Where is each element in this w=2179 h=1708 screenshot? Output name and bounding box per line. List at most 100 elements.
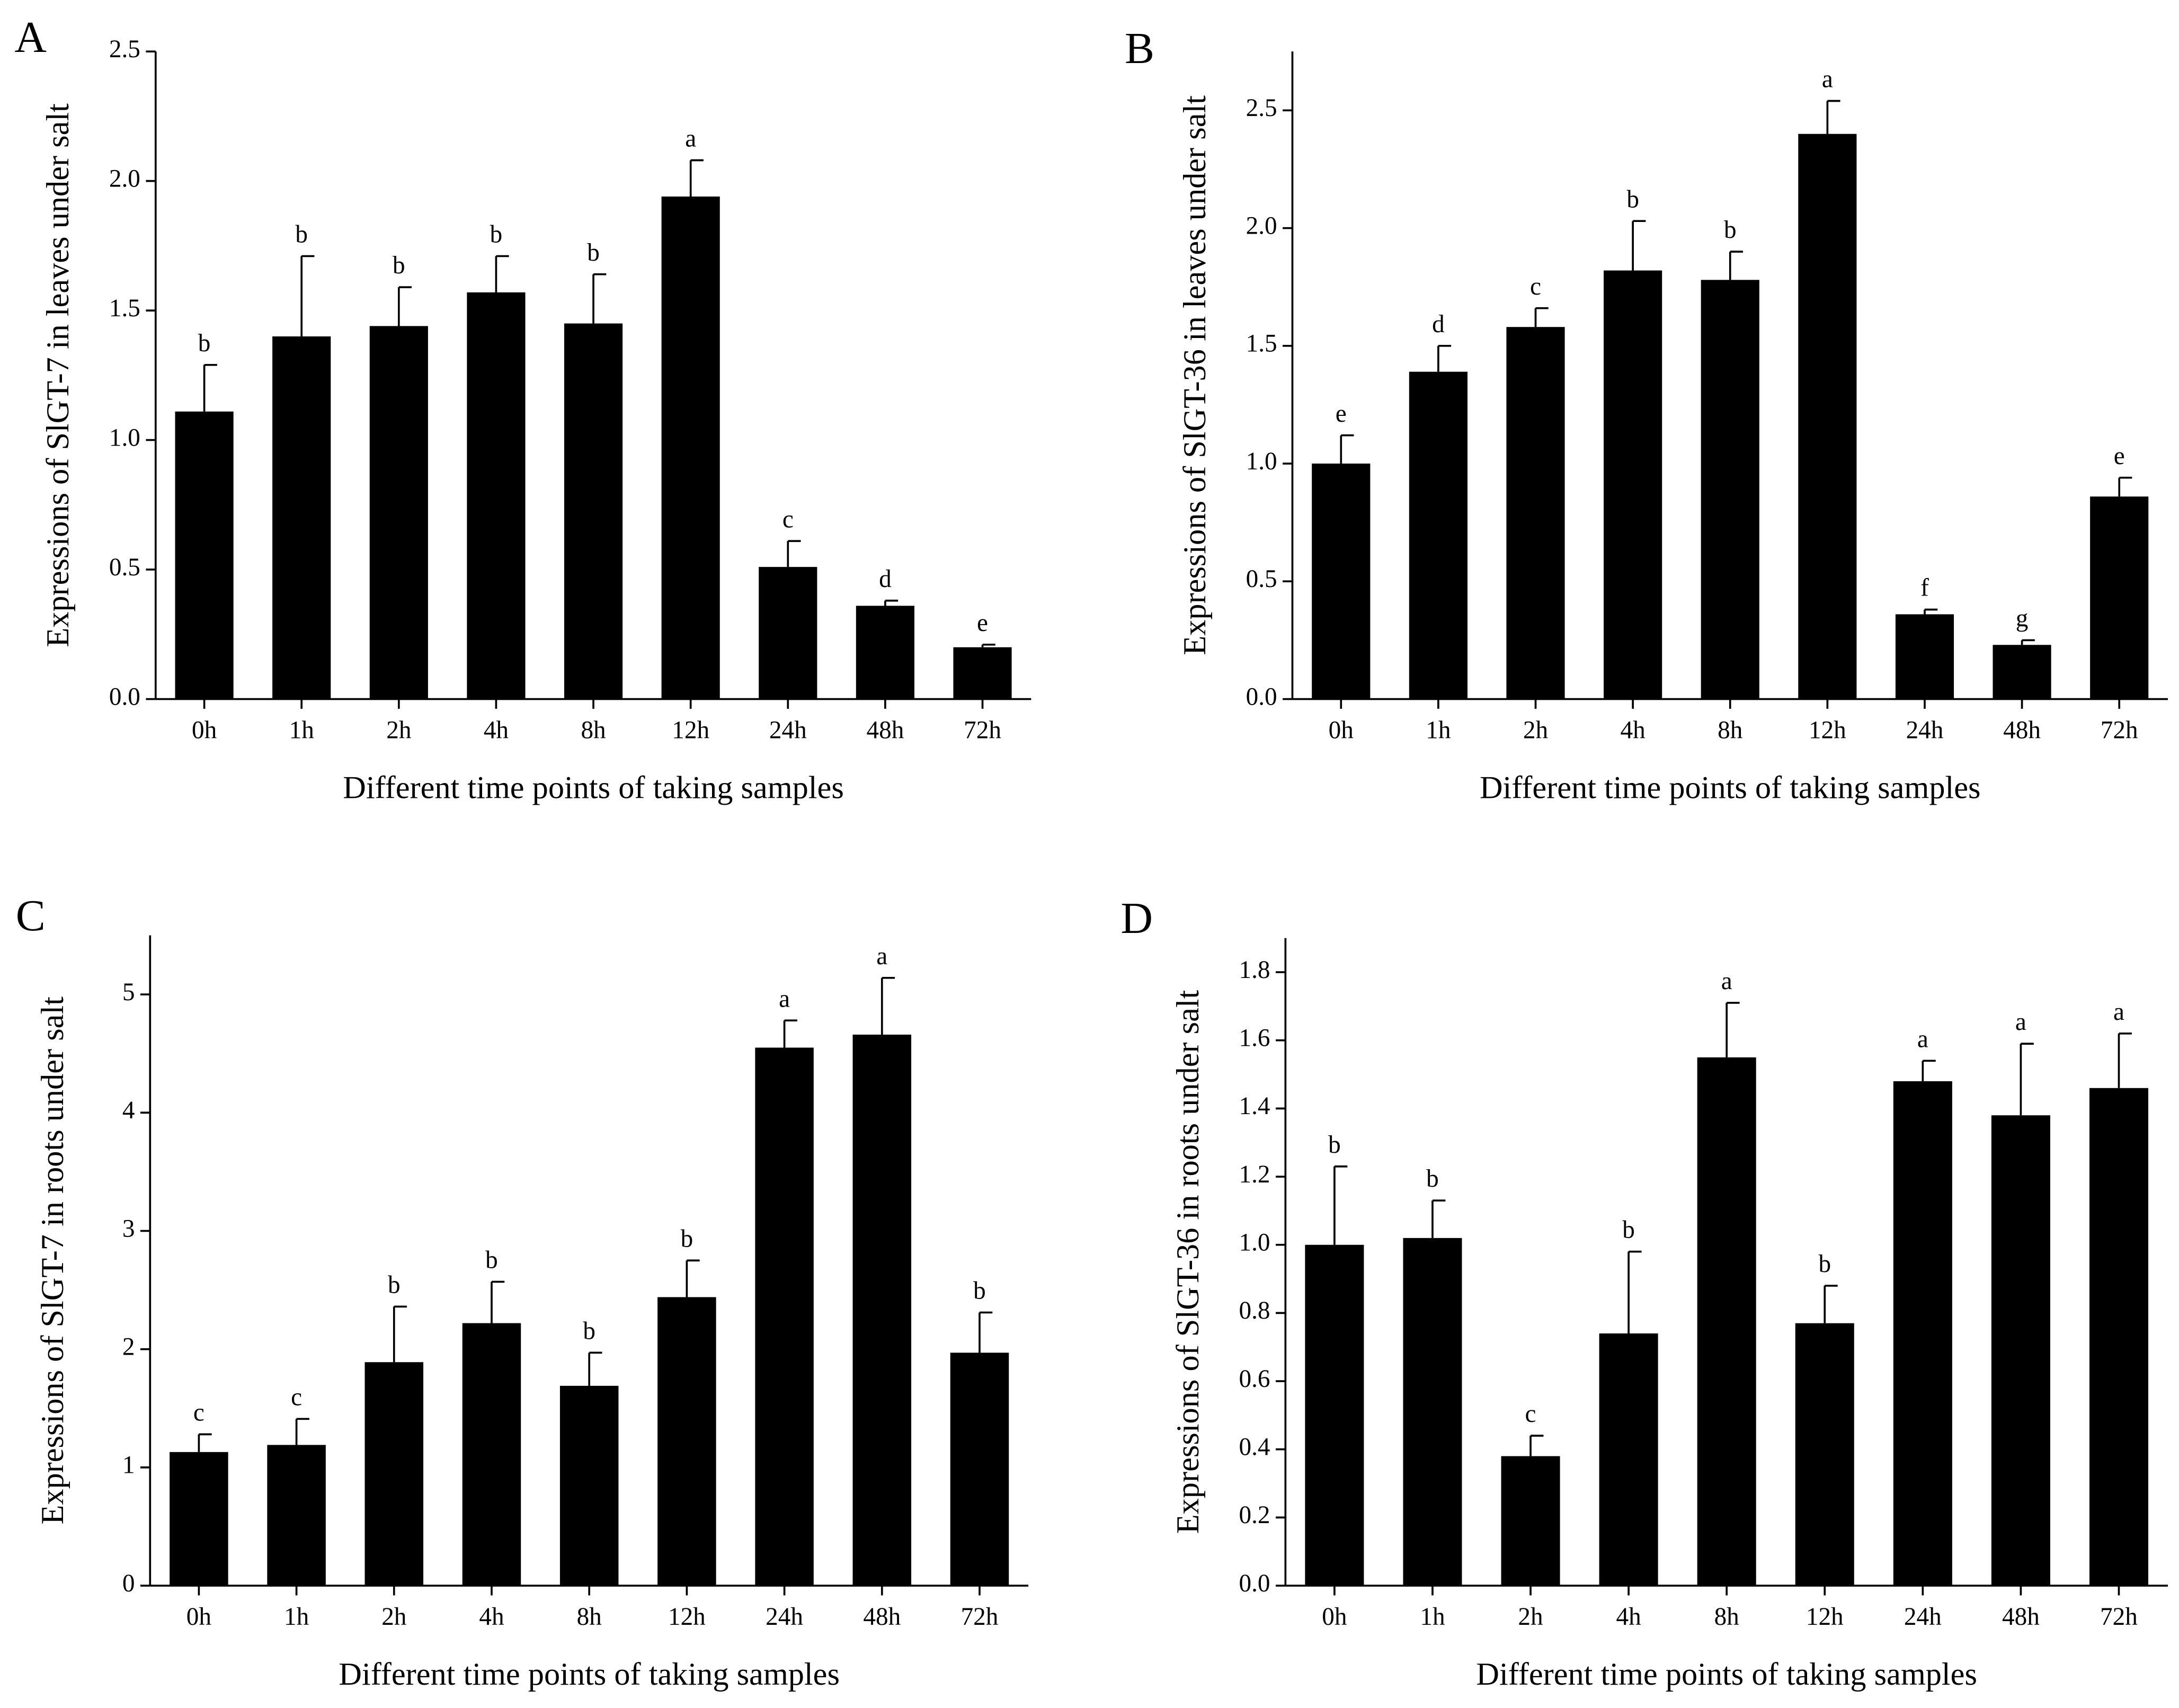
y-tick-label: 2.0 [1246,212,1277,239]
y-tick-label: 0.0 [1246,683,1277,710]
significance-letter: e [1336,400,1347,428]
y-tick-label: 0.4 [1239,1434,1270,1461]
significance-letter: b [1626,185,1639,213]
bar [2090,496,2149,699]
y-tick-label: 1.0 [1239,1229,1270,1257]
y-tick-label: 1.5 [1246,330,1277,358]
x-axis-title: Different time points of taking samples [343,770,844,805]
significance-letter: a [1822,66,1833,93]
x-tick-label: 1h [1426,716,1451,744]
y-tick-label: 1.0 [1246,448,1277,475]
x-tick-label: 48h [863,1603,901,1631]
x-tick-label: 1h [1420,1603,1445,1631]
bar [1409,371,1468,699]
bar [170,1452,228,1586]
y-axis-title: Expressions of SlGT-36 in leaves under s… [1177,95,1213,655]
bar [564,323,623,699]
bar [759,567,817,699]
x-tick-label: 8h [577,1603,602,1631]
y-tick-label: 1.2 [1239,1161,1270,1188]
x-tick-label: 8h [1714,1603,1739,1631]
y-tick-label: 0.6 [1239,1365,1270,1393]
y-tick-label: 1.8 [1239,956,1270,984]
y-tick-label: 4 [122,1097,135,1124]
significance-letter: d [1432,310,1445,338]
y-tick-label: 2 [122,1333,135,1360]
significance-letter: b [485,1247,498,1274]
significance-letter: b [583,1317,595,1345]
bar [1501,1456,1560,1586]
x-tick-label: 12h [668,1603,706,1631]
y-axis-title: Expressions of SlGT-36 in roots under sa… [1170,990,1206,1534]
bar [657,1297,716,1586]
significance-letter: b [1724,216,1737,244]
bar [1798,134,1857,699]
significance-letter: d [879,565,892,593]
significance-letter: b [295,221,308,248]
y-tick-label: 1.4 [1239,1092,1270,1120]
significance-letter: a [2113,998,2124,1026]
y-tick-label: 2.0 [109,165,140,192]
significance-letter: c [1525,1400,1536,1428]
y-tick-label: 0.8 [1239,1297,1270,1324]
bar [1403,1238,1462,1586]
x-tick-label: 0h [192,716,217,744]
bar [1895,614,1954,699]
significance-letter: b [393,252,405,279]
x-tick-label: 0h [1329,716,1354,744]
x-tick-label: 72h [961,1603,999,1631]
bar [175,411,234,699]
x-tick-label: 8h [1718,716,1742,744]
bar [1697,1057,1756,1586]
y-tick-label: 1.6 [1239,1025,1270,1052]
y-tick-label: 0.0 [1239,1570,1270,1597]
x-axis-title: Different time points of taking samples [1476,1657,1977,1692]
significance-letter: b [198,330,211,357]
x-tick-label: 1h [284,1603,309,1631]
bar [1795,1323,1854,1586]
x-tick-label: 4h [479,1603,504,1631]
x-tick-label: 2h [386,716,411,744]
significance-letter: e [977,609,988,637]
panel-label: D [1120,894,1153,943]
bar [1599,1333,1658,1586]
significance-letter: a [876,942,887,970]
bar [272,336,331,699]
significance-letter: b [388,1271,401,1298]
bar [950,1353,1009,1586]
y-tick-label: 1.0 [109,424,140,451]
bar [369,326,428,699]
x-tick-label: 72h [2101,716,2138,744]
significance-letter: f [1920,574,1929,602]
x-tick-label: 0h [186,1603,211,1631]
bar [2089,1088,2149,1586]
significance-letter: b [1328,1131,1341,1159]
significance-letter: g [2016,605,2029,633]
x-tick-label: 1h [289,716,314,744]
bar [661,196,720,699]
bar [953,647,1012,699]
significance-letter: c [193,1399,204,1426]
significance-letter: b [973,1277,986,1305]
panel-label: B [1125,24,1154,73]
y-tick-label: 1 [122,1452,135,1479]
significance-letter: c [1530,273,1541,300]
significance-letter: b [1818,1250,1831,1278]
significance-letter: b [1426,1165,1439,1193]
x-tick-label: 0h [1322,1603,1347,1631]
bar [1991,1115,2050,1586]
x-tick-label: 2h [1523,716,1548,744]
x-tick-label: 24h [769,716,807,744]
y-tick-label: 0 [122,1570,135,1597]
y-tick-label: 0.2 [1239,1501,1270,1529]
x-axis-title: Different time points of taking samples [1480,770,1981,805]
bar [559,1385,619,1586]
x-tick-label: 4h [1621,716,1646,744]
x-tick-label: 8h [581,716,606,744]
bar [467,292,526,699]
y-tick-label: 0.0 [109,683,140,710]
bar [1993,645,2051,699]
significance-letter: e [2114,442,2125,470]
x-tick-label: 24h [766,1603,803,1631]
